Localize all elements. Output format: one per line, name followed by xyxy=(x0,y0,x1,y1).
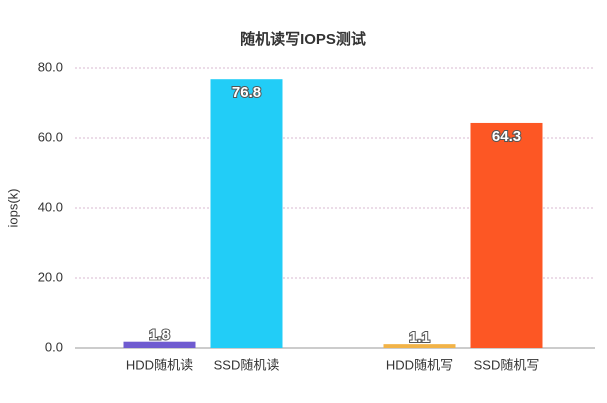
value-label: 1.1 xyxy=(409,329,430,346)
y-tick-label: 0.0 xyxy=(45,339,63,354)
y-tick-label: 20.0 xyxy=(38,269,63,284)
x-tick-label: SSD随机写 xyxy=(474,357,540,372)
x-tick-label: HDD随机写 xyxy=(386,357,453,372)
x-tick-label: HDD随机读 xyxy=(126,357,193,372)
y-tick-label: 40.0 xyxy=(38,199,63,214)
y-axis-label: iops(k) xyxy=(5,188,20,227)
y-tick-label: 60.0 xyxy=(38,129,63,144)
x-tick-label: SSD随机读 xyxy=(214,357,280,372)
bar xyxy=(470,122,543,348)
value-label: 76.8 xyxy=(232,84,261,101)
value-label: 64.3 xyxy=(492,128,521,145)
bar xyxy=(123,341,196,348)
bar xyxy=(210,79,283,348)
bar xyxy=(383,344,456,348)
value-label: 1.8 xyxy=(149,327,170,344)
chart-title: 随机读写IOPS测试 xyxy=(240,30,366,48)
y-tick-label: 80.0 xyxy=(38,59,63,74)
